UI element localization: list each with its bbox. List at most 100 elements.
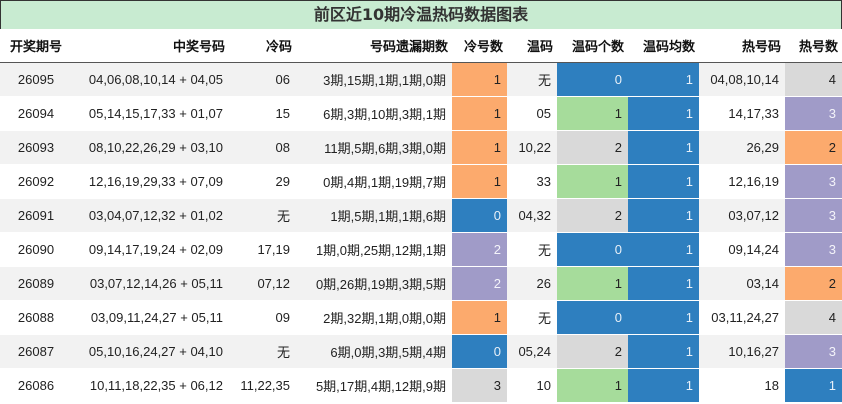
cell-hot-count: 3 xyxy=(785,232,842,267)
cell-cold-count: 0 xyxy=(452,198,507,233)
cell-hot: 26,29 xyxy=(699,130,785,165)
cell-miss: 6期,3期,10期,3期,1期 xyxy=(296,96,452,131)
table-row: 26086 10,11,18,22,35 + 06,12 11,22,35 5期,17… xyxy=(0,368,842,403)
cell-period: 26093 xyxy=(0,130,72,165)
cell-numbers: 03,07,12,14,26 + 05,11 xyxy=(72,266,229,301)
cell-cold: 17,19 xyxy=(229,232,296,267)
cell-period: 26089 xyxy=(0,266,72,301)
cell-cold: 06 xyxy=(229,62,296,97)
cell-hot-count: 4 xyxy=(785,62,842,97)
cell-period: 26095 xyxy=(0,62,72,97)
cell-period: 26092 xyxy=(0,164,72,199)
header-warm-avg: 温码均数 xyxy=(628,29,699,63)
table-row: 26094 05,14,15,17,33 + 01,07 15 6期,3期,10期,3… xyxy=(0,96,842,131)
cell-warm: 10 xyxy=(507,368,557,403)
table-row: 26088 03,09,11,24,27 + 05,11 09 2期,32期,1期,0… xyxy=(0,300,842,335)
table-row: 26092 12,16,19,29,33 + 07,09 29 0期,4期,1期,19… xyxy=(0,164,842,199)
cell-cold: 08 xyxy=(229,130,296,165)
cell-warm-count: 1 xyxy=(557,368,628,403)
cell-period: 26086 xyxy=(0,368,72,403)
cell-period: 26094 xyxy=(0,96,72,131)
cell-numbers: 03,04,07,12,32 + 01,02 xyxy=(72,198,229,233)
cell-cold: 无 xyxy=(229,334,296,369)
cell-hot: 14,17,33 xyxy=(699,96,785,131)
cell-miss: 1期,5期,1期,1期,6期 xyxy=(296,198,452,233)
cell-miss: 1期,0期,25期,12期,1期 xyxy=(296,232,452,267)
data-table: 开奖期号 中奖号码 冷码 号码遗漏期数 冷号数 温码 温码个数 温码均数 热号码… xyxy=(0,29,842,403)
cell-warm-avg: 1 xyxy=(628,232,699,267)
header-numbers: 中奖号码 xyxy=(72,29,229,63)
header-row: 开奖期号 中奖号码 冷码 号码遗漏期数 冷号数 温码 温码个数 温码均数 热号码… xyxy=(0,29,842,63)
cell-warm-count: 1 xyxy=(557,164,628,199)
cell-hot-count: 3 xyxy=(785,334,842,369)
cell-cold: 15 xyxy=(229,96,296,131)
cell-warm: 10,22 xyxy=(507,130,557,165)
cell-warm-avg: 1 xyxy=(628,334,699,369)
cell-miss: 0期,26期,19期,3期,5期 xyxy=(296,266,452,301)
cell-cold-count: 2 xyxy=(452,266,507,301)
cell-cold-count: 1 xyxy=(452,62,507,97)
table-row: 26087 05,10,16,24,27 + 04,10 无 6期,0期,3期,5期,… xyxy=(0,334,842,369)
cell-warm-avg: 1 xyxy=(628,368,699,403)
table-row: 26089 03,07,12,14,26 + 05,11 07,12 0期,26期,1… xyxy=(0,266,842,301)
cell-hot-count: 3 xyxy=(785,164,842,199)
cell-warm-avg: 1 xyxy=(628,130,699,165)
cell-cold: 无 xyxy=(229,198,296,233)
cell-numbers: 03,09,11,24,27 + 05,11 xyxy=(72,300,229,335)
cell-cold-count: 0 xyxy=(452,334,507,369)
cell-numbers: 05,14,15,17,33 + 01,07 xyxy=(72,96,229,131)
cell-hot: 12,16,19 xyxy=(699,164,785,199)
cell-warm-avg: 1 xyxy=(628,300,699,335)
cell-cold-count: 2 xyxy=(452,232,507,267)
cell-hot: 18 xyxy=(699,368,785,403)
header-warm: 温码 xyxy=(507,29,557,63)
cell-numbers: 08,10,22,26,29 + 03,10 xyxy=(72,130,229,165)
cell-period: 26091 xyxy=(0,198,72,233)
cell-hot: 10,16,27 xyxy=(699,334,785,369)
cell-warm: 04,32 xyxy=(507,198,557,233)
cell-numbers: 12,16,19,29,33 + 07,09 xyxy=(72,164,229,199)
cell-period: 26090 xyxy=(0,232,72,267)
cell-hot-count: 2 xyxy=(785,266,842,301)
cell-cold: 11,22,35 xyxy=(229,368,296,403)
cell-numbers: 09,14,17,19,24 + 02,09 xyxy=(72,232,229,267)
cell-warm-count: 1 xyxy=(557,266,628,301)
cell-warm-avg: 1 xyxy=(628,62,699,97)
table-row: 26090 09,14,17,19,24 + 02,09 17,19 1期,0期,25… xyxy=(0,232,842,267)
cell-warm: 05,24 xyxy=(507,334,557,369)
cell-numbers: 10,11,18,22,35 + 06,12 xyxy=(72,368,229,403)
cell-hot: 09,14,24 xyxy=(699,232,785,267)
cell-hot: 03,14 xyxy=(699,266,785,301)
cell-warm-count: 0 xyxy=(557,300,628,335)
cell-warm-avg: 1 xyxy=(628,96,699,131)
cell-warm: 无 xyxy=(507,300,557,335)
cell-cold: 29 xyxy=(229,164,296,199)
header-cold: 冷码 xyxy=(229,29,296,63)
cell-warm: 26 xyxy=(507,266,557,301)
cell-cold-count: 1 xyxy=(452,300,507,335)
table-row: 26091 03,04,07,12,32 + 01,02 无 1期,5期,1期,1期,… xyxy=(0,198,842,233)
cell-hot-count: 1 xyxy=(785,368,842,403)
cell-hot-count: 4 xyxy=(785,300,842,335)
cell-hot-count: 2 xyxy=(785,130,842,165)
cell-cold-count: 1 xyxy=(452,164,507,199)
cell-hot: 03,11,24,27 xyxy=(699,300,785,335)
cell-warm-count: 0 xyxy=(557,62,628,97)
header-period: 开奖期号 xyxy=(0,29,72,63)
cell-cold-count: 3 xyxy=(452,368,507,403)
cell-warm: 无 xyxy=(507,62,557,97)
table-row: 26093 08,10,22,26,29 + 03,10 08 11期,5期,6期,3… xyxy=(0,130,842,165)
table-body: 26095 04,06,08,10,14 + 04,05 06 3期,15期,1期,1… xyxy=(0,62,842,403)
cell-cold: 07,12 xyxy=(229,266,296,301)
header-warm-count: 温码个数 xyxy=(557,29,628,63)
cell-warm-count: 2 xyxy=(557,334,628,369)
header-hot: 热号码 xyxy=(699,29,785,63)
cell-hot: 03,07,12 xyxy=(699,198,785,233)
cell-period: 26087 xyxy=(0,334,72,369)
cell-hot: 04,08,10,14 xyxy=(699,62,785,97)
cell-hot-count: 3 xyxy=(785,198,842,233)
cell-miss: 6期,0期,3期,5期,4期 xyxy=(296,334,452,369)
cell-warm-avg: 1 xyxy=(628,164,699,199)
cell-miss: 3期,15期,1期,1期,0期 xyxy=(296,62,452,97)
